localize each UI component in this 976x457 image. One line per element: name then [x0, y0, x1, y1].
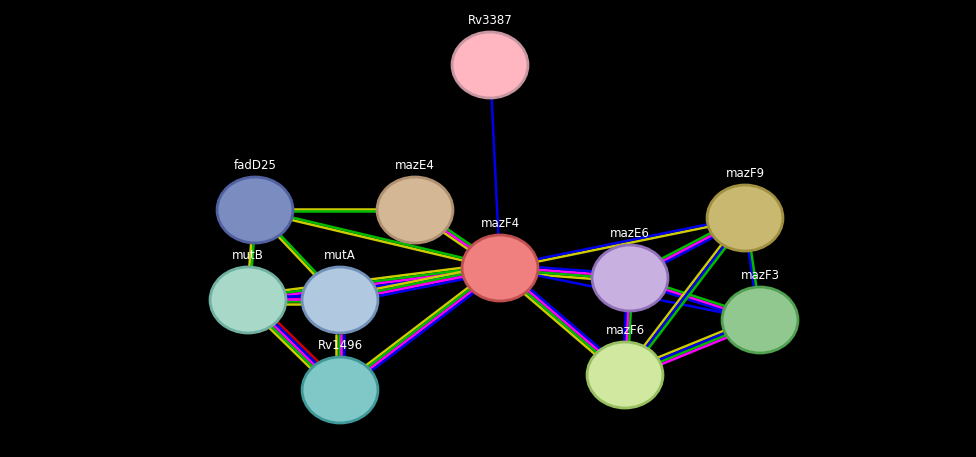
- Ellipse shape: [217, 177, 293, 243]
- Text: Rv1496: Rv1496: [317, 339, 362, 352]
- Ellipse shape: [302, 357, 378, 423]
- Text: mazF4: mazF4: [480, 217, 519, 230]
- Text: mutB: mutB: [232, 249, 264, 262]
- Text: mazE6: mazE6: [610, 227, 650, 240]
- Text: mazF3: mazF3: [741, 269, 780, 282]
- Text: Rv3387: Rv3387: [468, 14, 512, 27]
- Ellipse shape: [707, 185, 783, 251]
- Text: mazE4: mazE4: [395, 159, 435, 172]
- Ellipse shape: [722, 287, 798, 353]
- Ellipse shape: [377, 177, 453, 243]
- Text: mazF9: mazF9: [725, 167, 764, 180]
- Ellipse shape: [462, 235, 538, 301]
- Ellipse shape: [592, 245, 668, 311]
- Ellipse shape: [452, 32, 528, 98]
- Ellipse shape: [587, 342, 663, 408]
- Ellipse shape: [210, 267, 286, 333]
- Ellipse shape: [302, 267, 378, 333]
- Text: mazF6: mazF6: [605, 324, 644, 337]
- Text: fadD25: fadD25: [233, 159, 276, 172]
- Text: mutA: mutA: [324, 249, 356, 262]
